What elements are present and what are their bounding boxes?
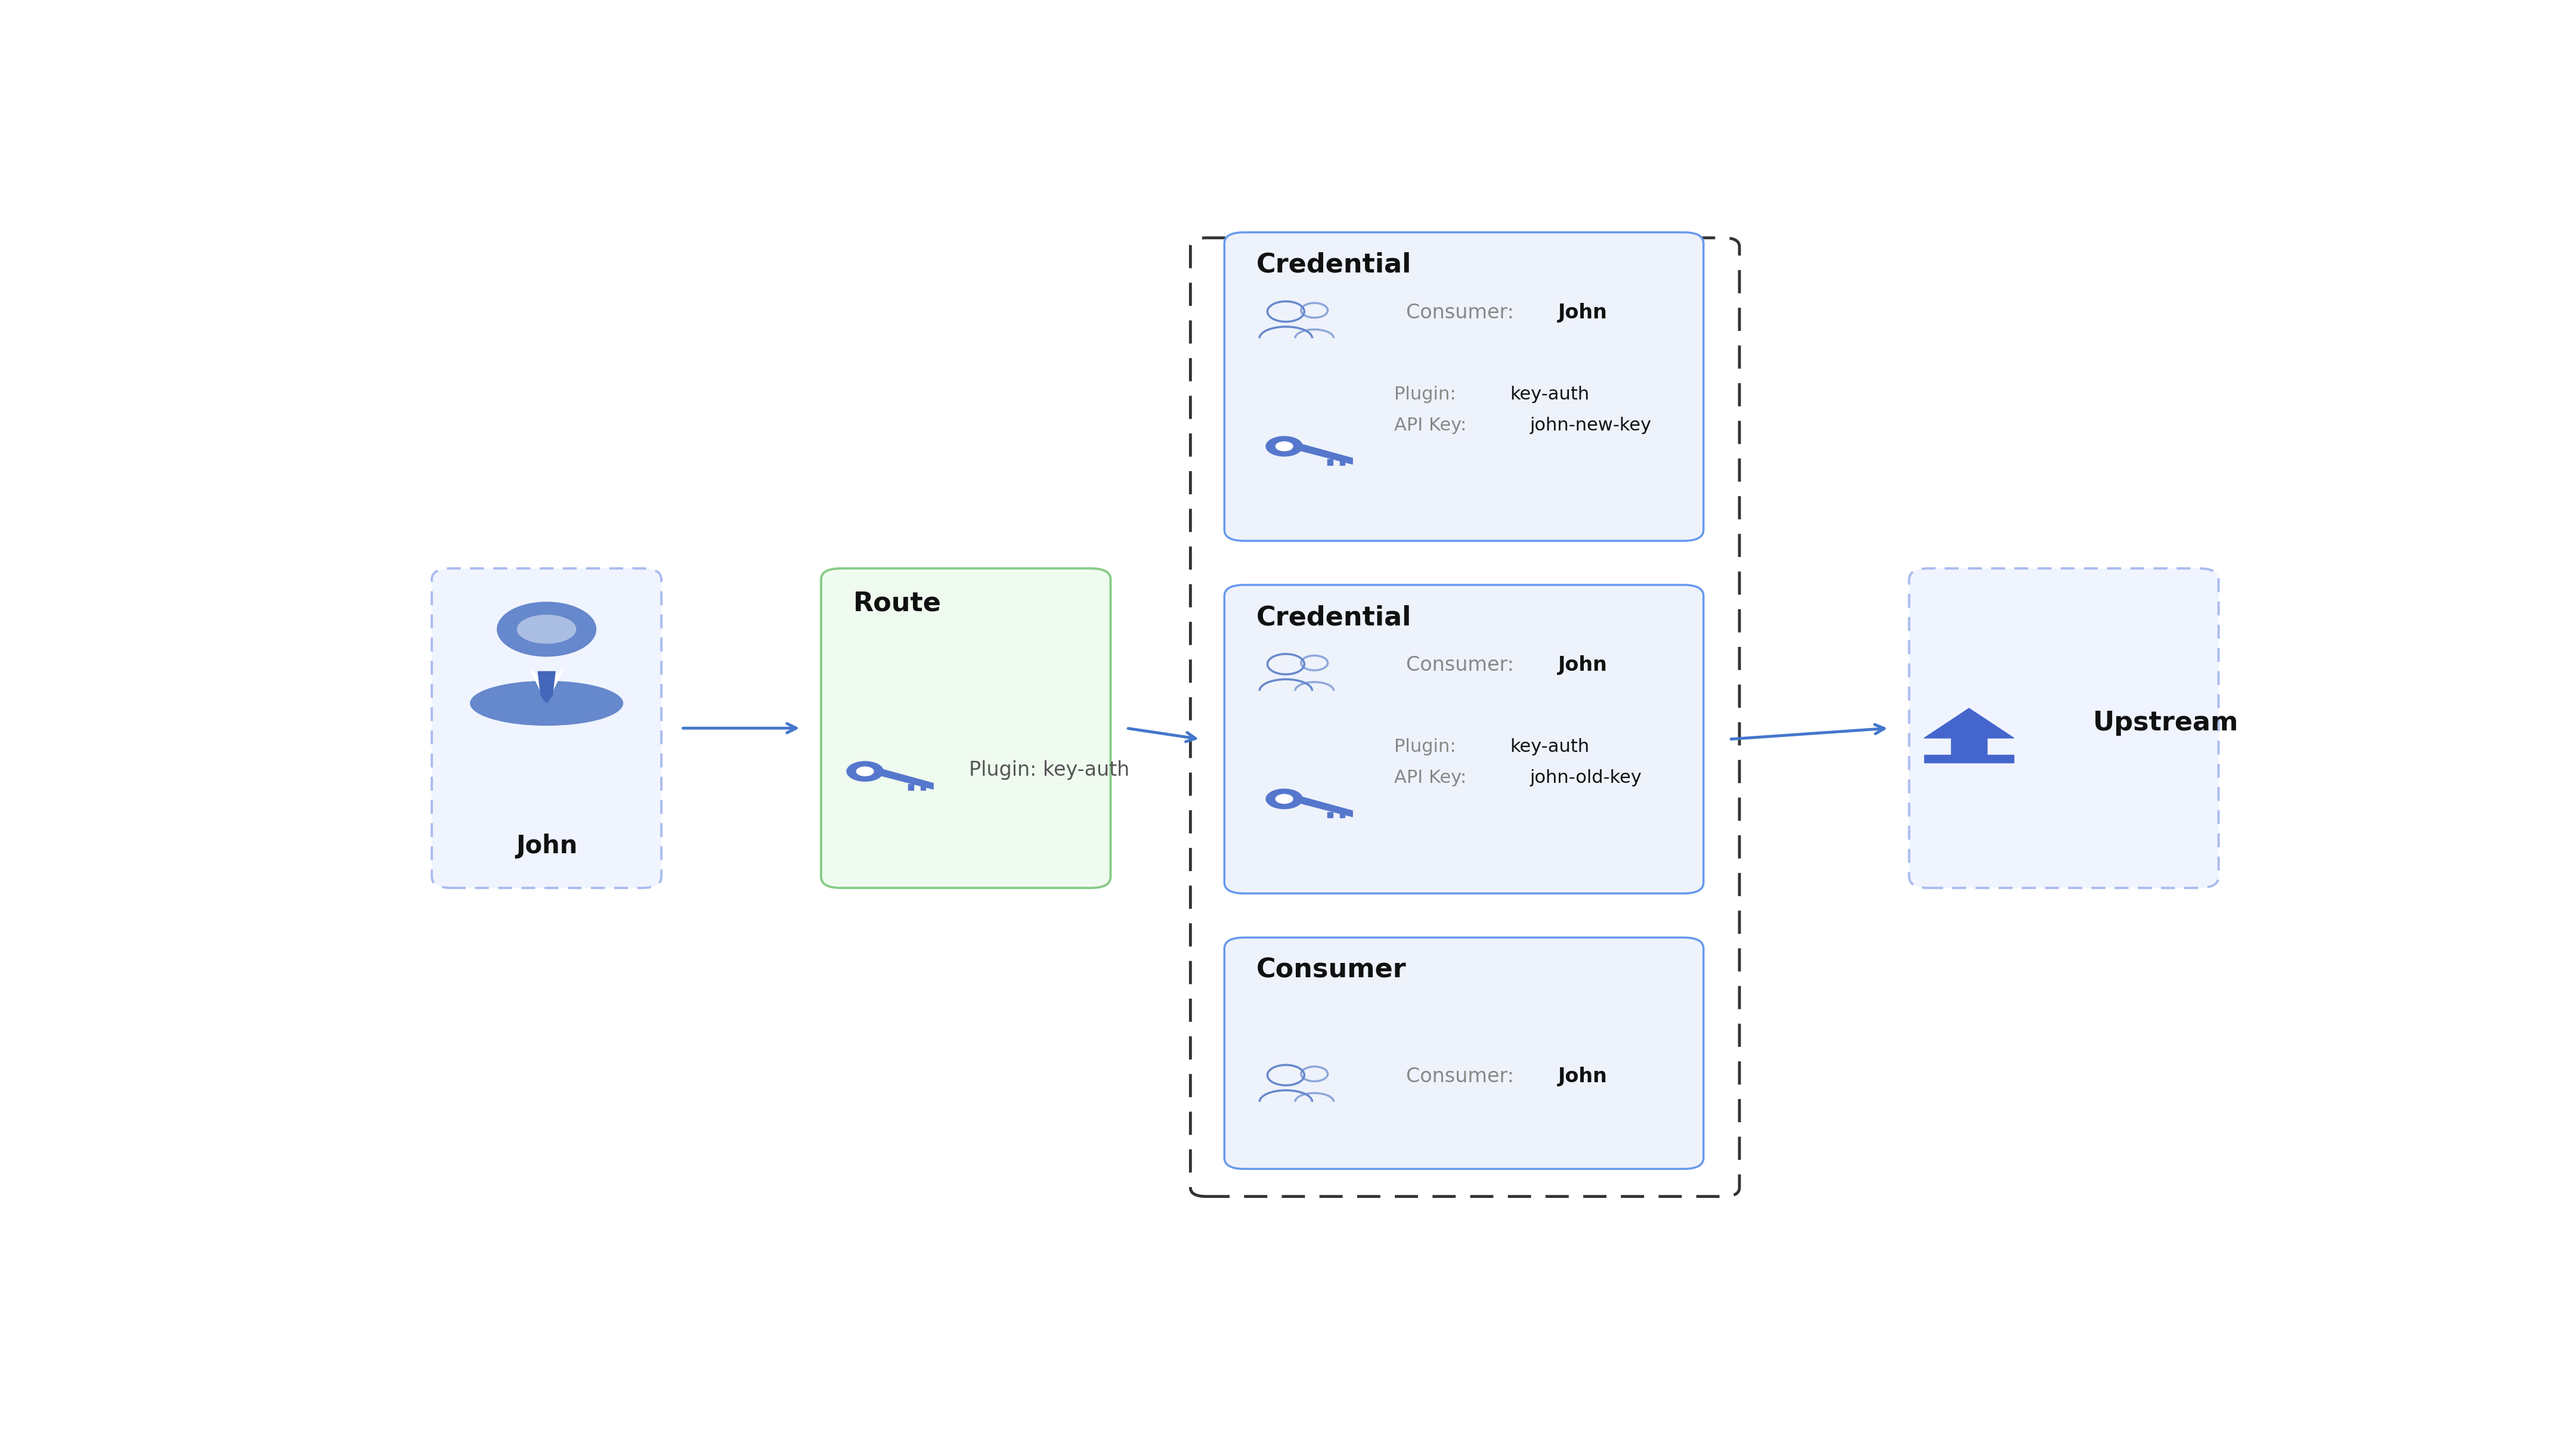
Circle shape [1275,794,1293,804]
FancyBboxPatch shape [1909,568,2218,887]
FancyBboxPatch shape [1224,937,1703,1169]
Text: Consumer: Consumer [1257,957,1406,983]
Text: john-new-key: john-new-key [1530,416,1651,434]
Text: key-auth: key-auth [1510,738,1589,756]
Polygon shape [546,668,564,703]
Circle shape [497,601,598,657]
Text: john-old-key: john-old-key [1530,768,1641,787]
Circle shape [1265,436,1303,456]
Circle shape [848,761,884,781]
FancyBboxPatch shape [1224,232,1703,541]
Polygon shape [1327,811,1332,817]
FancyBboxPatch shape [433,568,662,887]
Text: key-auth: key-auth [1510,385,1589,404]
Polygon shape [1924,708,2014,738]
Text: Consumer:: Consumer: [1406,303,1520,322]
Polygon shape [1327,459,1332,465]
Text: Consumer:: Consumer: [1406,1066,1520,1086]
Text: John: John [1558,303,1607,322]
Text: API Key:: API Key: [1394,768,1471,787]
Text: Plugin:: Plugin: [1394,738,1461,756]
Polygon shape [1301,797,1352,817]
Ellipse shape [518,615,577,644]
Bar [1950,737,1986,754]
Polygon shape [920,786,925,790]
Text: Consumer:: Consumer: [1406,655,1520,675]
Polygon shape [1340,813,1345,817]
Text: John: John [1558,1066,1607,1086]
Text: Plugin: key-auth: Plugin: key-auth [969,760,1128,780]
Bar [1924,754,2014,763]
Polygon shape [881,768,933,790]
FancyBboxPatch shape [1224,585,1703,893]
Text: John: John [1558,655,1607,675]
FancyBboxPatch shape [822,568,1110,887]
Polygon shape [528,668,546,703]
Text: Plugin:: Plugin: [1394,385,1461,404]
Circle shape [1265,788,1303,809]
Circle shape [855,767,873,776]
Text: Credential: Credential [1257,252,1412,278]
Text: Credential: Credential [1257,605,1412,631]
Text: Upstream: Upstream [2092,710,2239,736]
Text: API Key:: API Key: [1394,416,1471,434]
Polygon shape [538,671,556,703]
Circle shape [1275,441,1293,451]
Ellipse shape [469,681,623,726]
Polygon shape [1340,461,1345,465]
Polygon shape [1301,444,1352,464]
Polygon shape [909,784,914,790]
Text: Route: Route [853,591,940,617]
Text: John: John [515,833,577,859]
